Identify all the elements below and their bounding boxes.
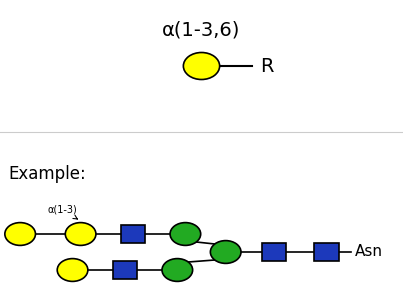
Text: Example:: Example: [8, 165, 86, 183]
FancyBboxPatch shape [113, 261, 137, 279]
Circle shape [65, 223, 96, 245]
Text: Asn: Asn [355, 244, 382, 260]
Circle shape [170, 223, 201, 245]
Circle shape [5, 223, 35, 245]
Circle shape [162, 259, 193, 281]
FancyBboxPatch shape [262, 243, 286, 261]
Text: R: R [260, 56, 273, 76]
FancyBboxPatch shape [314, 243, 339, 261]
Text: α(1-3,6): α(1-3,6) [162, 20, 241, 40]
Circle shape [183, 52, 220, 80]
Circle shape [210, 241, 241, 263]
Text: α(1-3): α(1-3) [48, 205, 77, 219]
Circle shape [57, 259, 88, 281]
FancyBboxPatch shape [121, 225, 145, 243]
